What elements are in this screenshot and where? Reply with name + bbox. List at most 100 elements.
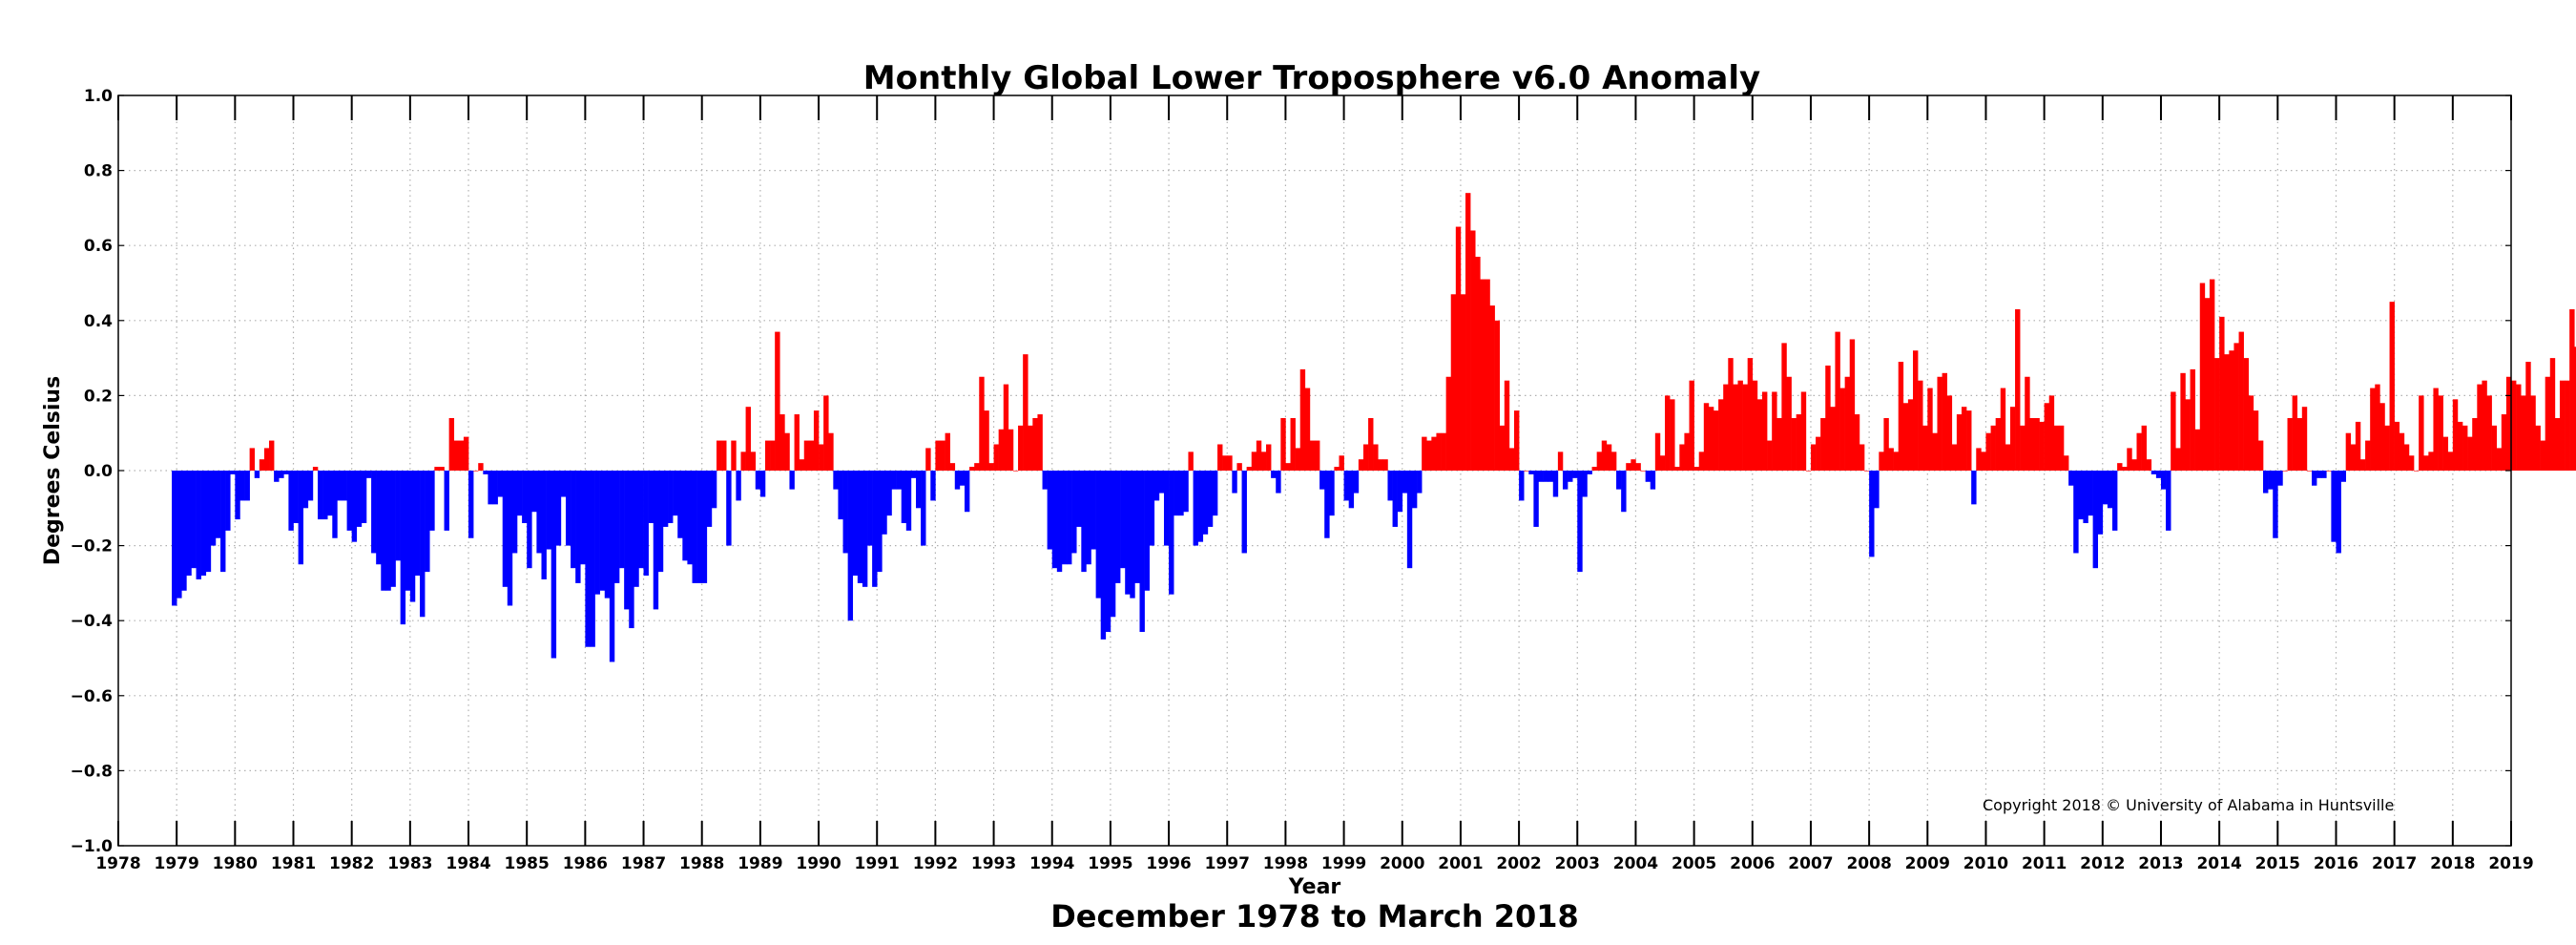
y-tick-label: 0.0 [84,462,113,481]
anomaly-bar [2088,471,2093,516]
anomaly-bar [1304,388,1311,471]
anomaly-bar [2516,384,2522,471]
anomaly-bar [293,471,299,524]
anomaly-bar [478,463,484,471]
anomaly-bar [1976,448,1982,471]
anomaly-bar [2268,471,2274,490]
anomaly-bar [1362,444,1369,471]
anomaly-bar [2521,395,2526,471]
anomaly-bar [551,471,557,659]
anomaly-bar [2199,283,2206,471]
x-tick-label: 1996 [1146,854,1191,873]
anomaly-bar [1548,471,1554,482]
x-tick-label: 2000 [1380,854,1424,873]
anomaly-bar [448,417,455,471]
anomaly-bar [2229,350,2234,471]
anomaly-bar [1115,471,1121,583]
anomaly-bar [1776,417,1782,471]
anomaly-bar [1158,471,1165,494]
anomaly-bar [1869,471,1875,557]
anomaly-bar [1212,471,1218,516]
anomaly-bar [409,471,416,602]
anomaly-bar [536,471,542,554]
anomaly-bar [1436,432,1442,471]
anomaly-bar [1927,388,1933,471]
anomaly-bar [1800,391,1807,471]
anomaly-bar [2442,436,2449,471]
bar-series [172,193,2576,662]
anomaly-bar [789,471,795,490]
anomaly-bar [1514,410,1520,471]
anomaly-bar [1276,471,1281,494]
anomaly-bar [717,440,722,471]
anomaly-bar [1397,471,1403,513]
anomaly-bar [1266,444,1272,471]
anomaly-bar [2511,380,2517,471]
anomaly-bar [1139,471,1145,632]
anomaly-bar [560,471,567,497]
anomaly-bar [1460,294,1466,471]
anomaly-bar [1373,444,1379,471]
anomaly-bar [488,471,493,505]
anomaly-bar [1217,444,1223,471]
anomaly-bar [2340,471,2346,482]
anomaly-bar [2039,421,2045,471]
anomaly-bar [1153,471,1160,501]
anomaly-bar [2005,444,2011,471]
anomaly-bar [1037,414,1043,471]
anomaly-bar [239,471,245,501]
anomaly-bar [2486,395,2492,471]
anomaly-bar [1533,471,1539,527]
anomaly-bar [1480,279,1485,471]
anomaly-bar [775,331,780,471]
anomaly-bar [2414,471,2420,472]
anomaly-bar [2107,471,2113,509]
anomaly-bar [2092,471,2099,569]
anomaly-bar [2574,346,2576,471]
anomaly-bar [502,471,509,587]
anomaly-bar [1577,471,1583,573]
anomaly-bar [638,471,644,569]
anomaly-bar [1654,432,1661,471]
anomaly-bar [2257,440,2264,471]
anomaly-bar [2569,309,2575,471]
anomaly-bar [1095,471,1102,598]
anomaly-bar [249,448,256,471]
anomaly-bar [1830,407,1836,471]
anomaly-bar [1591,467,1597,471]
anomaly-bar [803,440,810,471]
anomaly-bar [1334,467,1340,471]
anomaly-bar [2331,471,2337,542]
anomaly-bar [381,471,386,591]
anomaly-bar [585,471,591,647]
anomaly-bar [1051,471,1058,569]
anomaly-bar [1888,448,1894,471]
anomaly-bar [1023,354,1028,471]
anomaly-bar [1557,452,1564,471]
anomaly-bar [546,471,551,550]
anomaly-bar [653,471,659,610]
x-tick-label: 2010 [1963,854,2008,873]
anomaly-bar [458,440,465,471]
x-tick-label: 2016 [2314,854,2358,873]
anomaly-bar [677,471,683,538]
anomaly-bar [1816,436,1821,471]
anomaly-bar [1227,455,1233,471]
anomaly-bar [531,471,537,513]
x-tick-label: 1979 [155,854,199,873]
anomaly-bar [1756,399,1763,471]
anomaly-bar [1256,440,1262,471]
x-tick-label: 2011 [2022,854,2067,873]
anomaly-bar [1222,455,1228,471]
anomaly-bar [2175,448,2181,471]
anomaly-bar [1742,384,1748,471]
anomaly-bar [896,471,903,490]
anomaly-bar [312,467,319,471]
anomaly-bar [1679,444,1685,471]
anomaly-bar [1329,471,1335,516]
anomaly-bar [852,471,859,577]
anomaly-bar [740,452,746,471]
anomaly-bar [1411,471,1418,509]
anomaly-bar [2248,395,2254,471]
x-tick-label: 1980 [213,854,258,873]
